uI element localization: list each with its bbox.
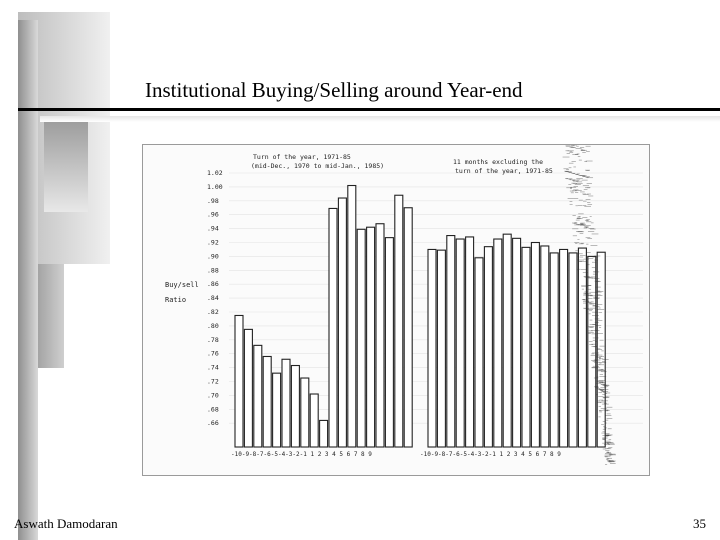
ytick-label: .88 [207, 266, 219, 274]
bar-panel1--7 [262, 355, 272, 448]
ytick-label: .80 [207, 322, 219, 330]
bar-panel1--9 [243, 328, 253, 448]
panel-1-title-line1: Turn of the year, 1971-85 [253, 153, 351, 161]
bar-panel1-1 [328, 207, 338, 448]
ytick-label: 1.00 [207, 183, 223, 191]
ytick-label: 1.02 [207, 169, 223, 177]
bar-panel2-1 [521, 246, 531, 448]
page-number: 35 [693, 516, 706, 531]
bar-panel2--4 [483, 246, 493, 448]
scan-artifact [562, 145, 617, 465]
bar-panel2-2 [530, 241, 540, 448]
ytick-label: .68 [207, 405, 219, 413]
slide-title: Institutional Buying/Selling around Year… [145, 78, 523, 102]
bar-panel1--2 [309, 393, 319, 448]
bar-panel2-3 [540, 245, 550, 448]
bar-panel1-9 [403, 207, 413, 448]
bar-panel1-3 [347, 184, 357, 448]
bar-panel2--9 [436, 249, 446, 448]
sidebar-decoration-inner [44, 120, 88, 212]
ytick-label: .92 [207, 239, 219, 247]
panel-1-title-line2: (mid-Dec., 1970 to mid-Jan., 1985) [251, 162, 384, 170]
bar-panel1--1 [319, 419, 329, 448]
bar-panel2--6 [465, 236, 475, 448]
bar-panel2--3 [493, 238, 503, 448]
ytick-label: .70 [207, 391, 219, 399]
panel-2-title-line2: turn of the year, 1971-85 [455, 167, 553, 175]
bar-panel1--8 [253, 344, 263, 448]
panel-2-title-line1: 11 months excluding the [453, 158, 543, 166]
chart-figure: 1.02 1.00 .98 .96 .94 .92 .90 .88 .86 .84 .82 .80 .7… [142, 144, 650, 476]
bar-panel2-6 [568, 252, 578, 448]
sidebar-decoration-bar [18, 20, 38, 540]
bar-panel2-8 [587, 255, 597, 448]
ytick-label: .84 [207, 294, 219, 302]
panel-2-xtick-labels: -10-9-8-7-6-5-4-3-2-1 1 2 3 4 5 6 7 8 9 [420, 451, 561, 458]
bar-panel2-4 [549, 252, 559, 448]
ytick-label: .72 [207, 378, 219, 386]
bar-panel2--5 [474, 257, 484, 448]
bar-panel1--3 [300, 377, 310, 448]
title-rule [18, 108, 720, 111]
bar-panel1--6 [272, 372, 282, 448]
ylabel-line2: Ratio [165, 296, 186, 304]
ytick-label: .90 [207, 252, 219, 260]
panel-1-xtick-labels: -10-9-8-7-6-5-4-3-2-1 1 2 3 4 5 6 7 8 9 [231, 451, 372, 458]
bar-panel2--1 [512, 237, 522, 448]
ytick-label: .66 [207, 419, 219, 427]
ylabel-line1: Buy/sell [165, 281, 199, 289]
ytick-label: .82 [207, 308, 219, 316]
bar-panel2--7 [455, 238, 465, 448]
ytick-label: .96 [207, 211, 219, 219]
bar-panel1--4 [290, 364, 300, 448]
bar-panel2-7 [577, 247, 587, 448]
footer-author: Aswath Damodaran [14, 516, 118, 531]
bar-panel1-4 [356, 228, 366, 448]
title-rule-shadow [40, 116, 720, 122]
bar-panel2--2 [502, 233, 512, 448]
ytick-label: .86 [207, 280, 219, 288]
bar-panel1--5 [281, 358, 291, 448]
bar-panel2--10 [427, 248, 437, 448]
ytick-label: .74 [207, 364, 219, 372]
ytick-label: .76 [207, 350, 219, 358]
bar-panel1-2 [337, 197, 347, 448]
ytick-label: .98 [207, 197, 219, 205]
bar-panel1-8 [394, 194, 404, 448]
bar-panel1--10 [234, 314, 244, 448]
bar-panel2-5 [559, 248, 569, 448]
ytick-label: .94 [207, 225, 219, 233]
bar-panel1-6 [375, 223, 385, 448]
bar-panel1-5 [366, 226, 376, 448]
bar-chart: 1.02 1.00 .98 .96 .94 .92 .90 .88 .86 .84 .82 .80 .7… [165, 145, 643, 465]
ytick-label: .78 [207, 336, 219, 344]
bar-panel1-7 [384, 237, 394, 448]
bar-panel2--8 [446, 235, 456, 448]
